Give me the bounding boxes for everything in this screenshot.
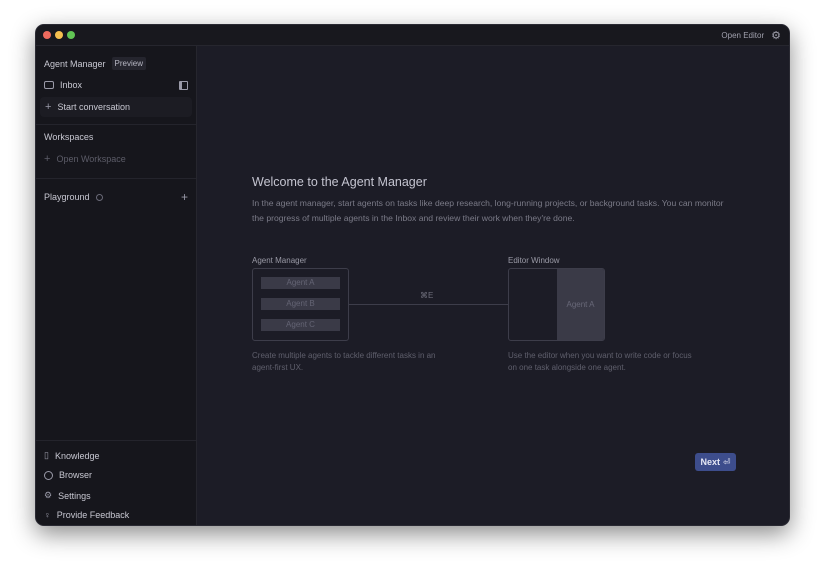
- start-conversation-button[interactable]: + Start conversation: [40, 97, 192, 117]
- next-button[interactable]: Next ⏎: [695, 453, 736, 471]
- agent-a-item: Agent A: [261, 277, 340, 289]
- browser-icon: [44, 470, 53, 480]
- sidebar-toggle-icon[interactable]: [179, 80, 188, 90]
- inbox-icon: [44, 81, 54, 89]
- add-playground-button[interactable]: +: [180, 189, 188, 204]
- open-workspace-button[interactable]: + Open Workspace: [44, 152, 126, 165]
- info-icon[interactable]: [95, 193, 103, 201]
- sidebar-item-feedback[interactable]: ♀ Provide Feedback: [44, 510, 129, 520]
- agent-manager-caption: Create multiple agents to tackle differe…: [252, 351, 436, 372]
- editor-agent-pane: Agent A: [557, 269, 604, 340]
- agent-manager-diagram: Agent A Agent B Agent C: [252, 268, 349, 341]
- sidebar: Agent Manager Preview Inbox + Start conve…: [36, 46, 197, 525]
- settings-label: Settings: [58, 490, 91, 501]
- knowledge-label: Knowledge: [54, 450, 100, 461]
- inbox-label: Inbox: [60, 80, 83, 90]
- agent-b-item: Agent B: [261, 298, 340, 310]
- agent-c-item: Agent C: [261, 319, 340, 331]
- editor-window-label: Editor Window: [508, 256, 560, 265]
- app-window: Open Editor ⚙ Agent Manager Preview Inbo…: [35, 24, 790, 526]
- book-icon: ▯: [44, 450, 49, 460]
- sidebar-item-inbox[interactable]: Inbox: [44, 80, 188, 90]
- plus-icon: +: [44, 152, 51, 165]
- gear-icon[interactable]: ⚙: [771, 30, 781, 42]
- sidebar-title: Agent Manager: [44, 58, 106, 69]
- start-conversation-label: Start conversation: [57, 102, 130, 112]
- title-bar: Open Editor ⚙: [36, 25, 789, 46]
- minimize-window-button[interactable]: [55, 31, 63, 39]
- zoom-window-button[interactable]: [67, 31, 75, 39]
- workspaces-heading: Workspaces: [44, 132, 94, 142]
- close-window-button[interactable]: [43, 31, 51, 39]
- open-editor-button[interactable]: Open Editor: [721, 31, 765, 40]
- shortcut-label: ⌘E: [420, 291, 434, 300]
- browser-label: Browser: [59, 470, 93, 480]
- playground-heading: Playground: [44, 192, 90, 202]
- editor-window-caption: Use the editor when you want to write co…: [508, 351, 692, 372]
- open-workspace-label: Open Workspace: [56, 154, 126, 164]
- enter-icon: ⏎: [722, 456, 731, 467]
- plus-icon: +: [45, 100, 52, 113]
- sidebar-item-knowledge[interactable]: ▯ Knowledge: [44, 450, 100, 461]
- feedback-label: Provide Feedback: [56, 510, 130, 520]
- main-panel: Welcome to the Agent Manager In the agen…: [197, 46, 789, 525]
- lightbulb-icon: ♀: [44, 510, 51, 520]
- next-label: Next: [700, 457, 720, 467]
- sidebar-item-browser[interactable]: Browser: [44, 470, 92, 480]
- welcome-description: In the agent manager, start agents on ta…: [252, 198, 724, 223]
- connector-line: [349, 304, 508, 305]
- preview-badge: Preview: [111, 57, 146, 70]
- gear-icon: ⚙: [44, 490, 53, 500]
- editor-window-diagram: Agent A: [508, 268, 605, 341]
- welcome-title: Welcome to the Agent Manager: [252, 175, 427, 189]
- agent-manager-label: Agent Manager: [252, 256, 307, 265]
- sidebar-item-settings[interactable]: ⚙ Settings: [44, 490, 91, 501]
